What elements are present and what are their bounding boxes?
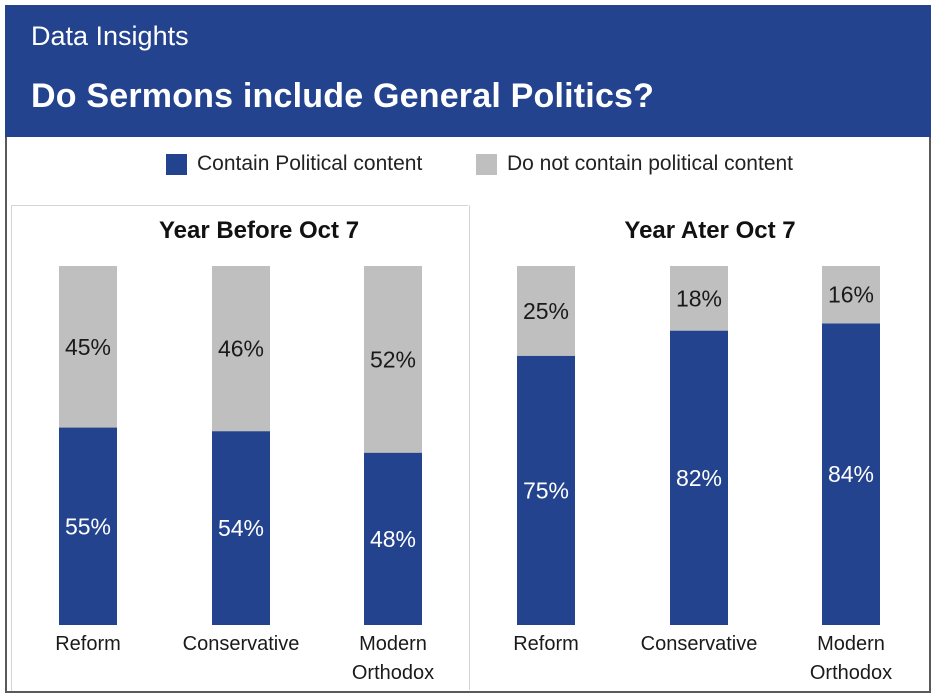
data-label-0-1-non-political: 46% (218, 336, 264, 362)
panel-title-0: Year Before Oct 7 (159, 217, 359, 244)
panel-after-border (469, 205, 926, 690)
bar-1-0-political (517, 355, 575, 625)
bar-0-0-political (59, 427, 117, 625)
legend-swatch-non-political (476, 153, 497, 175)
legend-item-non-political: Do not contain political content (476, 152, 793, 176)
data-label-0-2-non-political: 52% (370, 346, 416, 372)
data-label-0-2-political: 48% (370, 526, 416, 552)
legend-swatch-political (166, 153, 187, 175)
bar-1-2-non-political (822, 266, 880, 324)
data-label-0-0-non-political: 45% (65, 334, 111, 360)
data-label-1-0-non-political: 25% (523, 298, 569, 324)
panel-before-border (11, 205, 468, 691)
category-label-0-2: Modern Orthodox (352, 633, 434, 684)
category-label-0-0: Reform (55, 633, 121, 655)
category-label-1-0: Reform (513, 633, 579, 655)
category-label-1-2: Modern Orthodox (810, 633, 892, 684)
bar-0-1-non-political (212, 266, 270, 432)
header-kicker: Data Insights (31, 21, 189, 51)
data-label-0-1-political: 54% (218, 515, 264, 541)
bar-0-0-non-political (59, 266, 117, 428)
bar-1-2-political (822, 323, 880, 625)
data-label-1-0-political: 75% (523, 477, 569, 503)
legend-label-non-political: Do not contain political content (507, 152, 794, 175)
legend-label-political: Contain Political content (197, 152, 423, 175)
data-label-1-1-non-political: 18% (676, 285, 722, 311)
data-label-0-0-political: 55% (65, 513, 111, 539)
bar-1-0-non-political (517, 266, 575, 356)
panel-title-1: Year Ater Oct 7 (624, 217, 795, 244)
legend-item-political: Contain Political content (166, 152, 422, 176)
category-label-0-1: Conservative (183, 633, 300, 655)
data-label-1-1-political: 82% (676, 465, 722, 491)
bar-0-1-political (212, 431, 270, 625)
category-label-1-1: Conservative (641, 633, 758, 655)
bar-0-2-political (364, 452, 422, 625)
page-title: Do Sermons include General Politics? (31, 77, 655, 115)
bar-1-1-political (670, 330, 728, 625)
bar-1-1-non-political (670, 266, 728, 331)
data-label-1-2-political: 84% (828, 461, 874, 487)
header-banner: Data Insights Do Sermons include General… (5, 5, 931, 137)
chart-legend: Contain Political content Do not contain… (0, 152, 936, 182)
data-label-1-2-non-political: 16% (828, 282, 874, 308)
bar-0-2-non-political (364, 266, 422, 453)
